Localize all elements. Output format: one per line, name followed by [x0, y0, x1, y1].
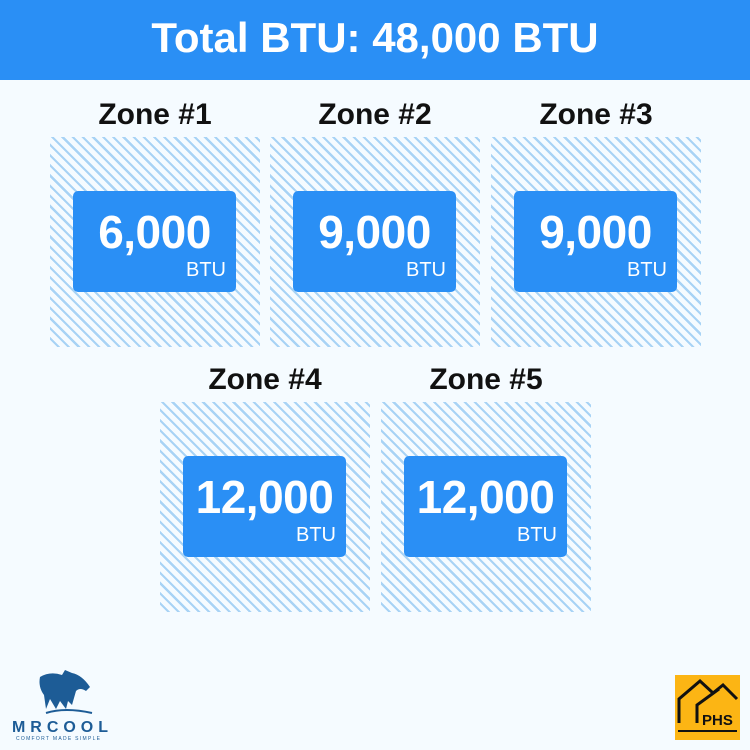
zone-3: 9,000 BTU [491, 137, 701, 347]
total-btu-header: Total BTU: 48,000 BTU [0, 0, 750, 80]
zone-4-card: 12,000 BTU [183, 456, 346, 557]
svg-text:COMFORT MADE SIMPLE: COMFORT MADE SIMPLE [16, 736, 101, 742]
zone-3-value: 9,000 [539, 206, 652, 258]
zone-3-card: 9,000 BTU [514, 191, 677, 292]
house-icon: PHS [677, 678, 739, 732]
zone-3-unit: BTU [627, 259, 667, 281]
zone-1-card: 6,000 BTU [73, 191, 236, 292]
zone-3-label: Zone #3 [539, 98, 653, 131]
zone-4-value: 12,000 [195, 471, 334, 523]
zone-1: 6,000 BTU [50, 137, 260, 347]
mrcool-logo: MRCOOL COMFORT MADE SIMPLE [10, 665, 115, 745]
phs-logo: PHS [675, 675, 740, 740]
zone-2: 9,000 BTU [270, 137, 480, 347]
svg-text:MRCOOL: MRCOOL [12, 719, 108, 736]
zone-5-value: 12,000 [416, 471, 555, 523]
svg-text:PHS: PHS [702, 712, 733, 729]
zone-2-label: Zone #2 [318, 98, 432, 131]
zone-1-unit: BTU [186, 259, 226, 281]
zone-4: 12,000 BTU [160, 402, 370, 612]
polar-bear-icon: MRCOOL COMFORT MADE SIMPLE [12, 670, 108, 742]
zone-5-card: 12,000 BTU [404, 456, 567, 557]
zone-2-value: 9,000 [318, 206, 431, 258]
zone-2-unit: BTU [406, 259, 446, 281]
zone-2-card: 9,000 BTU [293, 191, 456, 292]
zone-1-value: 6,000 [98, 206, 211, 258]
zone-5: 12,000 BTU [381, 402, 591, 612]
zone-1-label: Zone #1 [98, 98, 212, 131]
zone-5-unit: BTU [517, 524, 557, 546]
zone-4-unit: BTU [296, 524, 336, 546]
zone-4-label: Zone #4 [208, 363, 322, 396]
zone-5-label: Zone #5 [429, 363, 543, 396]
